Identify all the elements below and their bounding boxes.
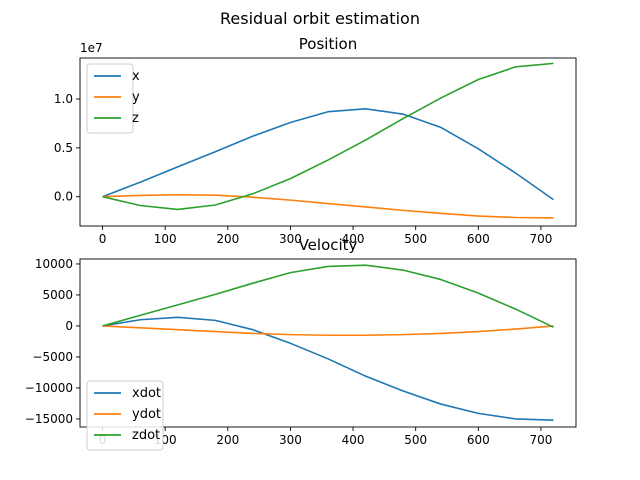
y-tick-label: 10000 xyxy=(35,257,73,271)
legend-label-xdot: xdot xyxy=(132,386,161,401)
y-tick-label: 5000 xyxy=(42,288,73,302)
series-line-xdot xyxy=(102,316,554,421)
legend-box xyxy=(86,63,134,134)
legend-label-x: x xyxy=(132,69,140,84)
x-tick-label: 300 xyxy=(279,433,302,447)
x-tick-label: 500 xyxy=(404,433,427,447)
y-tick-label: −5000 xyxy=(32,350,73,364)
x-tick-label: 400 xyxy=(342,232,365,246)
x-tick-label: 200 xyxy=(216,232,239,246)
legend-label-ydot: ydot xyxy=(132,407,161,422)
velocity-subplot: 01002003004005006007001000050000−5000−10… xyxy=(25,236,577,451)
legend-label-y: y xyxy=(132,90,140,105)
series-line-x xyxy=(102,107,554,201)
series-line-y xyxy=(102,193,554,219)
y-tick-label: 0.0 xyxy=(54,190,73,204)
legend-label-zdot: zdot xyxy=(132,428,160,443)
y-tick-label: 1.0 xyxy=(54,92,73,106)
series-line-ydot xyxy=(102,325,554,337)
x-tick-label: 0 xyxy=(99,232,107,246)
y-tick-label: 0.5 xyxy=(54,141,73,155)
legend-label-z: z xyxy=(132,111,139,126)
y-tick-label: 0 xyxy=(65,319,73,333)
subplot-title: Velocity xyxy=(299,236,358,254)
x-tick-label: 500 xyxy=(404,232,427,246)
y-offset-label: 1e7 xyxy=(80,41,103,55)
x-tick-label: 300 xyxy=(279,232,302,246)
y-tick-label: −10000 xyxy=(25,381,73,395)
x-tick-label: 600 xyxy=(467,433,490,447)
x-tick-label: 700 xyxy=(529,433,552,447)
x-tick-label: 600 xyxy=(467,232,490,246)
axes-frame xyxy=(79,57,577,227)
figure-suptitle: Residual orbit estimation xyxy=(220,9,420,28)
series-line-zdot xyxy=(102,264,554,328)
series-line-z xyxy=(102,62,554,211)
x-tick-label: 400 xyxy=(342,433,365,447)
x-tick-label: 200 xyxy=(216,433,239,447)
axes-frame xyxy=(79,258,577,428)
position-subplot: 0 100 200 300 400 500 600 700 0.0 0.5 1.0 1e7 Positi… xyxy=(54,35,577,246)
y-tick-label: −15000 xyxy=(25,412,73,426)
legend-box xyxy=(86,380,164,451)
x-tick-label: 100 xyxy=(154,232,177,246)
subplot-title: Position xyxy=(299,35,357,53)
x-tick-label: 700 xyxy=(529,232,552,246)
